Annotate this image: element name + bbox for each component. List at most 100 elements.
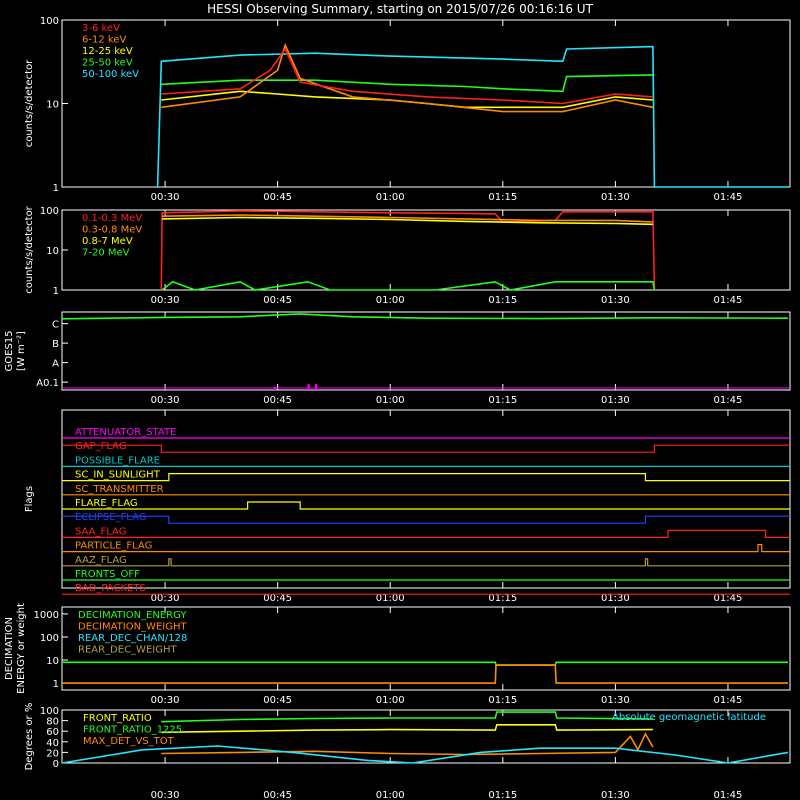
x-tick-label: 01:30 [601,695,630,706]
flag-label: FLARE_FLAG [75,498,138,509]
x-tick-label: 01:30 [601,395,630,406]
y-tick-label: A0.1 [36,378,59,389]
legend-entry: DECIMATION_WEIGHT [78,622,187,633]
y-axis-label-2: ENERGY or weight [16,603,27,694]
x-tick-label: 00:30 [151,395,180,406]
x-tick-label: 01:15 [488,192,517,203]
series-line [61,745,789,764]
panel-frame [61,709,791,764]
y-tick-label: 1 [53,183,59,194]
x-tick-label: 01:45 [714,192,743,203]
y-axis-label: Flags [24,486,35,512]
panel-frame [61,209,791,291]
x-tick-label: 01:15 [488,790,517,800]
legend-entry: 3-6 keV [82,23,120,34]
flag-label: SAA_FLAG [75,526,126,537]
x-tick-label: 00:30 [151,192,180,203]
series-line [161,74,653,93]
series-line [161,90,653,109]
series-line [161,724,653,734]
flag-label: POSSIBLE_FLARE [75,455,160,466]
y-tick-label: 100 [40,16,59,27]
y-axis-label: Degrees or % [24,703,35,771]
legend-entry: REAR_DEC_CHAN/128 [78,633,187,644]
y-tick-label: 60 [46,727,59,738]
y-tick-label: 10 [46,246,59,257]
series-line [160,210,656,291]
y-tick-label: 10 [46,656,59,667]
chart-title: HESSI Observing Summary, starting on 201… [207,2,593,16]
flag-line [62,529,790,538]
x-tick-label: 01:00 [376,593,405,604]
goes-spike [307,384,310,390]
legend-entry: 50-100 keV [82,69,139,80]
x-tick-label: 01:00 [376,790,405,800]
x-tick-label: 01:30 [601,790,630,800]
legend-entry: REAR_DEC_WEIGHT [78,645,177,656]
series-line [156,45,788,188]
x-tick-label: 00:30 [151,295,180,306]
x-tick-label: 01:45 [714,695,743,706]
legend-entry: 25-50 keV [82,58,133,69]
y-tick-label: 80 [46,717,59,728]
x-tick-label: 01:00 [376,695,405,706]
y-tick-label: B [52,339,59,350]
x-tick-label: 01:30 [601,593,630,604]
flag-line [62,501,790,510]
x-tick-label: 01:30 [601,192,630,203]
x-tick-label: 00:45 [263,295,292,306]
flag-label: PARTICLE_FLAG [75,541,152,552]
x-tick-label: 01:30 [601,295,630,306]
flag-label: BAD_PACKETS [75,583,146,594]
y-tick-label: A [52,359,59,370]
legend-entry: DECIMATION_ENERGY [78,610,187,621]
y-axis-label: counts/s/detector [24,205,35,293]
x-tick-label: 01:15 [488,695,517,706]
x-tick-label: 00:45 [263,790,292,800]
series-line [161,47,653,105]
panel-frame [61,606,791,691]
x-tick-label: 00:45 [263,695,292,706]
series-line [161,280,656,291]
y-tick-label: 1 [53,679,59,690]
legend-entry: FRONT_RATIO_1225 [83,725,182,736]
panel-flags: 00:30 00:45 01:00 01:15 01:30 01:45 Flags ATTEN… [24,409,791,604]
y-tick-label: 100 [40,206,59,217]
flag-label: SC_TRANSMITTER [75,484,164,495]
panel-lowenergy: 00:30 00:45 01:00 01:15 01:30 01:45 counts/s/d… [24,16,791,203]
x-tick-label: 01:15 [488,295,517,306]
x-tick-label: 01:00 [376,192,405,203]
y-tick-label: 100 [40,706,59,717]
y-tick-label: 1000 [34,610,59,621]
series-line [62,661,788,666]
x-tick-label: 01:15 [488,395,517,406]
y-tick-label: 20 [46,748,59,759]
flag-label: ECLIPSE_FLAG [75,512,146,523]
x-tick-label: 00:30 [151,695,180,706]
legend-entry: FRONT_RATIO [83,713,152,724]
x-tick-label: 01:45 [714,790,743,800]
panel-frame [61,311,791,391]
panel-ratio: 00:30 00:45 01:00 01:15 01:30 01:45 Degrees or… [24,703,791,800]
y-tick-label: 100 [40,633,59,644]
legend-entry: 6-12 keV [82,35,126,46]
y-axis-label: DECIMATION [4,617,15,680]
y-axis-label: counts/s/detector [24,59,35,147]
flag-line [62,544,790,553]
y-tick-label: 10 [46,100,59,111]
x-tick-label: 00:30 [151,593,180,604]
legend-entry-right: Absolute geomagnetic latitude [612,712,766,723]
x-tick-label: 01:45 [714,295,743,306]
x-tick-label: 00:45 [263,395,292,406]
x-tick-label: 01:15 [488,593,517,604]
x-tick-label: 01:00 [376,395,405,406]
legend-entry: 7-20 MeV [82,248,130,259]
series-line [161,732,654,756]
flag-label: AAZ_FLAG [75,555,127,566]
flag-line [62,515,790,524]
y-axis-label-2: [W m⁻²] [16,331,27,371]
series-line [162,214,653,223]
series-line [62,664,788,684]
y-axis-label: GOES15 [4,330,15,371]
